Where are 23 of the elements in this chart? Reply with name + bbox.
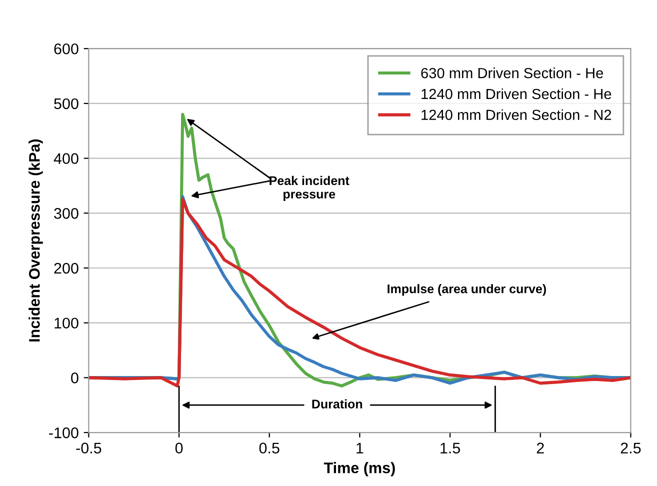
x-tick-label: 0 [175,442,183,454]
y-tick-label: 100 [54,318,78,329]
y-tick-label: 300 [54,208,78,219]
x-tick-label: 0.5 [259,442,280,454]
y-axis-title: Incident Overpressure (kPa) [28,139,43,342]
annotation: Duration [312,399,362,408]
x-tick-label: -0.5 [76,442,102,454]
legend-label: 630 mm Driven Section - He [421,68,604,78]
y-tick-label: 400 [54,153,78,164]
y-tick-label: 600 [54,43,78,54]
x-tick-label: 2 [536,442,544,454]
y-tick-label: 500 [54,98,78,110]
x-tick-label: 1.5 [440,442,460,454]
annotation: Peak incident pressure [270,176,350,202]
x-axis-title: Time (ms) [324,462,395,476]
y-tick-label: 0 [71,372,78,384]
x-tick-label: 2.5 [620,442,641,454]
y-tick-label: 200 [54,262,78,274]
annotation: Impulse (area under curve) [388,284,546,296]
y-tick-label: -100 [49,427,78,438]
legend-label: 1240 mm Driven Section - N2 [422,109,612,120]
x-tick-label: 1 [356,442,364,454]
legend-label: 1240 mm Driven Section - He [422,88,612,100]
